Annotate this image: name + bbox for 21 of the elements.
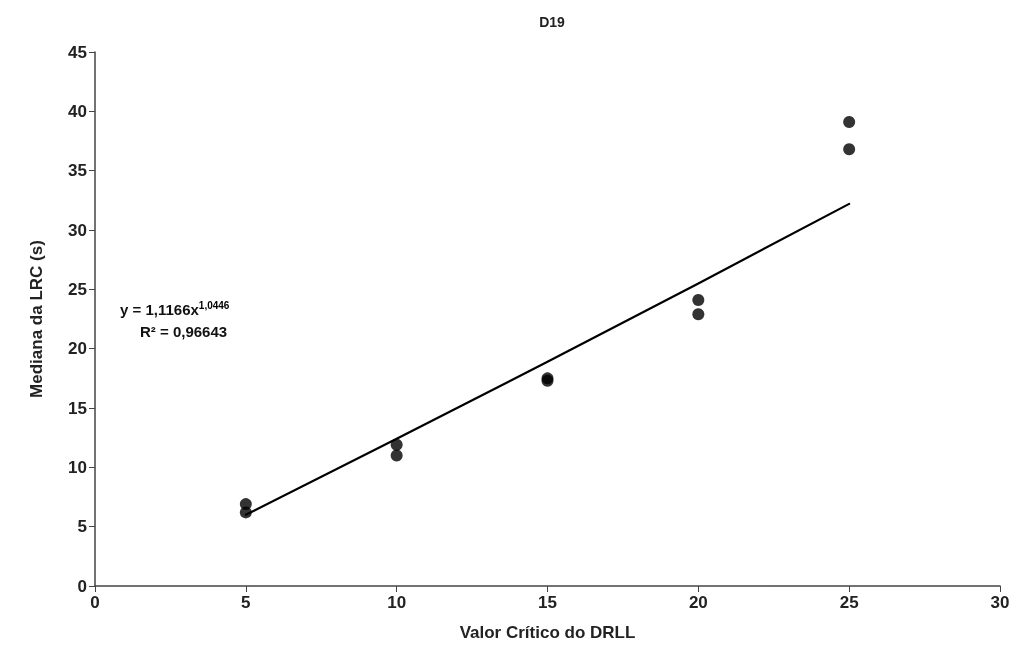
y-tick-label: 5 bbox=[77, 517, 87, 537]
y-tick-label: 10 bbox=[68, 457, 87, 477]
x-tick-label: 5 bbox=[241, 593, 251, 612]
x-tick-label: 0 bbox=[90, 593, 100, 612]
y-tick-label: 25 bbox=[68, 279, 87, 299]
x-tick-label: 20 bbox=[688, 593, 708, 612]
y-tick-label: 45 bbox=[68, 42, 87, 62]
y-tick-label: 40 bbox=[68, 101, 87, 121]
y-axis-title: Mediana da LRC (s) bbox=[27, 240, 46, 398]
x-tick-label: 30 bbox=[990, 593, 1010, 612]
y-tick-label: 35 bbox=[68, 161, 87, 181]
y-tick-label: 0 bbox=[77, 576, 87, 596]
x-tick-label: 15 bbox=[538, 593, 557, 612]
y-tick-label: 30 bbox=[68, 220, 87, 240]
annotation: R² = 0,96643 bbox=[140, 323, 228, 340]
x-tick-label: 10 bbox=[387, 593, 407, 612]
x-tick-label: 25 bbox=[839, 593, 859, 612]
x-axis-title: Valor Crítico do DRLL bbox=[459, 623, 636, 642]
y-tick-label: 20 bbox=[68, 339, 87, 359]
y-tick-label: 15 bbox=[68, 398, 87, 418]
chart-title: D19 bbox=[539, 14, 566, 30]
